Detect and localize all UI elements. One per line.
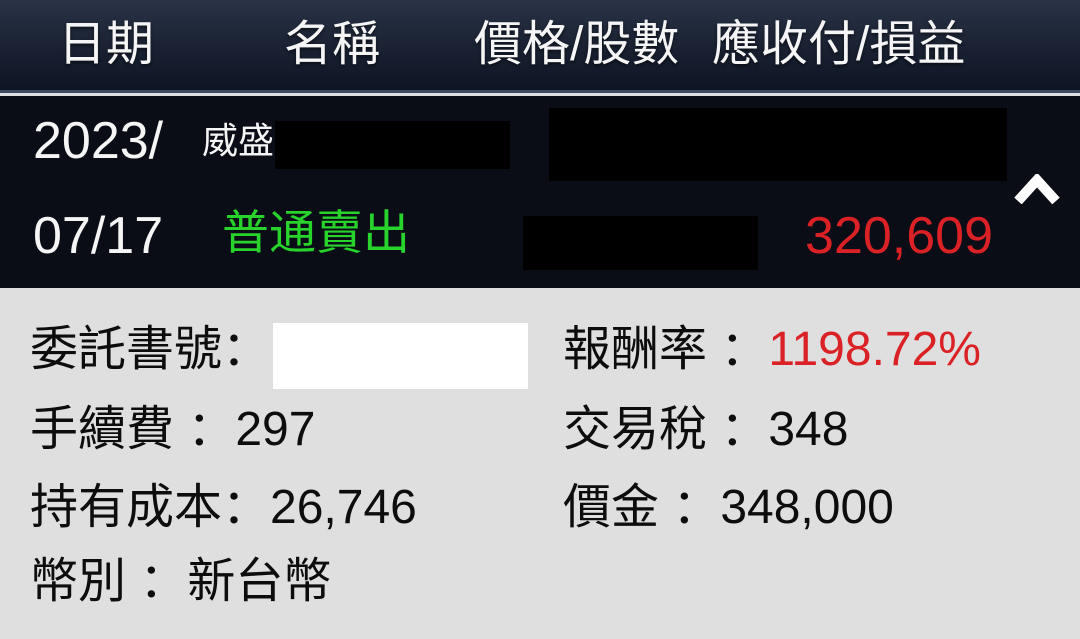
holding-cost-label: 持有成本： (30, 481, 271, 534)
currency-value: 新台幣 (187, 555, 332, 608)
gross-amount-row: 價金 ：348,000 (563, 481, 894, 535)
tax-value: 348 (768, 403, 849, 456)
transaction-details-panel: 委託書號： 報酬率 ：1198.72% 手續費 ：297 交易稅 ：348 持有… (0, 288, 1080, 639)
holding-cost-row: 持有成本：26,746 (30, 481, 417, 535)
transaction-stock-name: 威盛 (202, 120, 275, 161)
transaction-date-day: 07/17 (33, 207, 164, 265)
gross-amount-value: 348,000 (720, 481, 894, 534)
table-header-bar: 日期 名稱 價格/股數 應收付/損益 (0, 0, 1080, 93)
redaction-box-price-shares (549, 108, 1007, 181)
holding-cost-value: 26,746 (270, 481, 417, 534)
redaction-box-stock-detail (275, 121, 510, 169)
gross-amount-label: 價金 ： (563, 481, 721, 534)
return-rate-row: 報酬率 ：1198.72% (563, 323, 981, 377)
redaction-box-order-number (273, 323, 528, 389)
transaction-trade-type: 普通賣出 (222, 206, 410, 259)
chevron-up-icon[interactable] (1014, 174, 1060, 204)
redaction-box-amount (523, 216, 758, 270)
fee-value: 297 (235, 403, 316, 456)
fee-row: 手續費 ：297 (30, 403, 316, 457)
tax-label: 交易稅 ： (563, 403, 769, 456)
currency-row: 幣別 ：新台幣 (30, 555, 332, 609)
transaction-profit-loss: 320,609 (805, 207, 993, 265)
column-header-name: 名稱 (284, 18, 381, 71)
column-header-amount-pl: 應收付/損益 (712, 18, 966, 71)
order-number-label: 委託書號： (30, 323, 271, 376)
order-number-row: 委託書號： (30, 323, 271, 377)
column-header-price-shares: 價格/股數 (474, 18, 680, 71)
transaction-date-year: 2023/ (33, 112, 164, 170)
return-rate-label: 報酬率 ： (563, 323, 769, 376)
column-header-date: 日期 (58, 18, 155, 71)
currency-label: 幣別 ： (30, 555, 188, 608)
tax-row: 交易稅 ：348 (563, 403, 849, 457)
transaction-row[interactable]: 2023/ 威盛 07/17 普通賣出 320,609 (0, 96, 1080, 288)
return-rate-value: 1198.72% (768, 323, 981, 376)
fee-label: 手續費 ： (30, 403, 236, 456)
